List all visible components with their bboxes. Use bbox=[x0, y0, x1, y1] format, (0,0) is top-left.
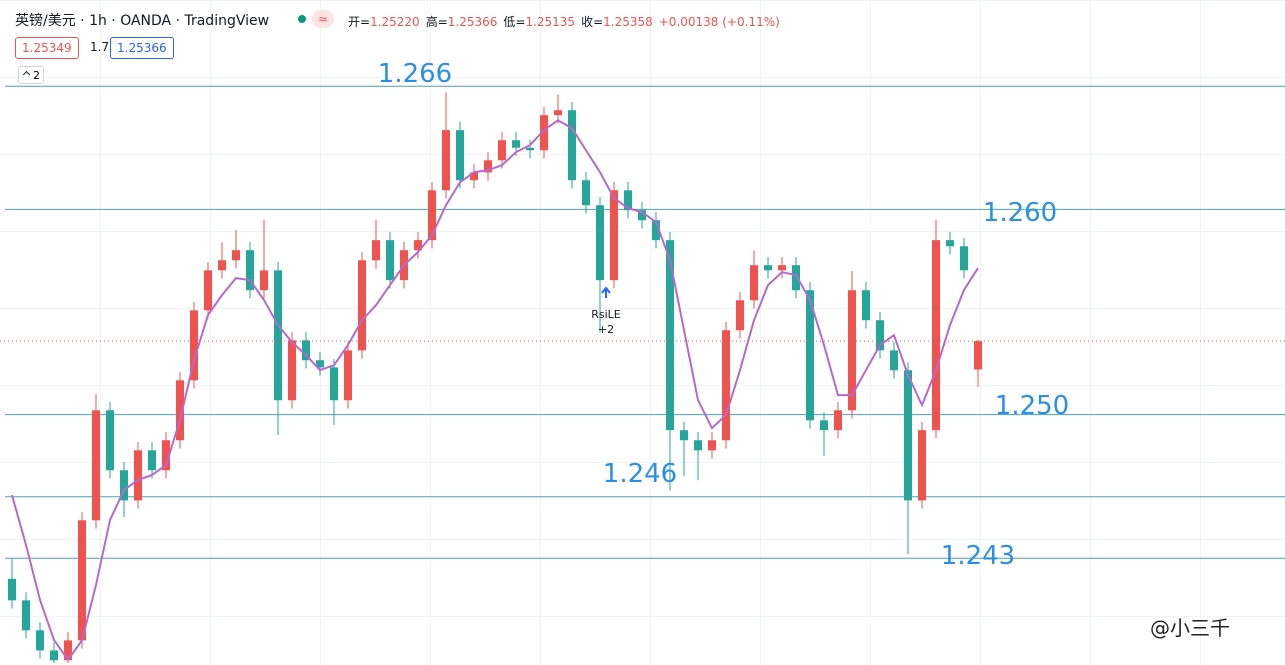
candle-body bbox=[316, 360, 324, 368]
candle-body bbox=[974, 341, 982, 370]
buy-price[interactable]: 1.25366 bbox=[110, 37, 174, 59]
ohlc-value: 1.25358 bbox=[603, 15, 653, 29]
candle-body bbox=[876, 320, 884, 351]
candle-body bbox=[288, 340, 296, 401]
candle-body bbox=[456, 130, 464, 181]
candle-body bbox=[106, 410, 114, 471]
candle-body bbox=[624, 190, 632, 211]
candle-body bbox=[8, 578, 16, 601]
candle-body bbox=[498, 140, 506, 161]
candle-body bbox=[78, 520, 86, 641]
candle-body bbox=[162, 440, 170, 471]
candle-body bbox=[554, 110, 562, 116]
watermark: @小三千 bbox=[1150, 616, 1230, 640]
candle-body bbox=[22, 600, 30, 631]
candle-body bbox=[484, 160, 492, 173]
ohlc-legend: 开=1.25220 高=1.25366 低=1.25135 收=1.25358 +0.0… bbox=[348, 13, 786, 30]
candle-body bbox=[204, 270, 212, 311]
candle-body bbox=[792, 265, 800, 291]
candle-body bbox=[736, 300, 744, 331]
candle-body bbox=[652, 220, 660, 241]
candle-body bbox=[750, 265, 758, 301]
candle-body bbox=[834, 410, 842, 431]
candle-body bbox=[694, 440, 702, 451]
candle-body bbox=[414, 240, 422, 251]
candle-body bbox=[190, 310, 198, 381]
candle-body bbox=[806, 290, 814, 421]
candle-body bbox=[568, 110, 576, 181]
indicator-toggle[interactable]: 2 bbox=[18, 66, 44, 84]
candle-body bbox=[890, 350, 898, 371]
candle-body bbox=[50, 650, 58, 661]
candle-body bbox=[64, 640, 72, 661]
candle-body bbox=[92, 410, 100, 521]
ohlc-value: 1.25366 bbox=[447, 15, 498, 29]
candle-body bbox=[302, 340, 310, 361]
ohlc-label: 低= bbox=[503, 15, 526, 29]
candle-body bbox=[932, 240, 940, 431]
candle-body bbox=[442, 130, 450, 191]
candle-body bbox=[904, 370, 912, 501]
candle-body bbox=[176, 380, 184, 441]
candle-body bbox=[246, 250, 254, 291]
candle-body bbox=[372, 240, 380, 261]
candle-body bbox=[820, 420, 828, 431]
candle-body bbox=[344, 350, 352, 401]
candle-body bbox=[960, 246, 968, 271]
candle-body bbox=[470, 172, 478, 181]
signal-label: +2 bbox=[598, 323, 614, 336]
candle-body bbox=[722, 330, 730, 441]
candle-body bbox=[358, 260, 366, 351]
candle-body bbox=[582, 180, 590, 206]
signal-name: RsiLE bbox=[591, 308, 621, 321]
candle-body bbox=[260, 270, 268, 291]
candle-body bbox=[232, 250, 240, 261]
candle-body bbox=[778, 265, 786, 271]
ohlc-value: 1.25220 bbox=[370, 15, 420, 29]
candle-body bbox=[610, 190, 618, 281]
level-label: 1.243 bbox=[941, 541, 1015, 571]
candle-body bbox=[918, 430, 926, 501]
level-label: 1.260 bbox=[983, 198, 1057, 228]
candle-body bbox=[120, 470, 128, 501]
symbol-title[interactable]: 英镑/美元 · 1h · OANDA · TradingView bbox=[15, 13, 270, 29]
candle-body bbox=[526, 147, 534, 151]
moving-average bbox=[11, 119, 979, 662]
ohlc-label: 收= bbox=[581, 15, 604, 29]
candle-body bbox=[764, 265, 772, 271]
candle-body bbox=[274, 270, 282, 401]
candle-body bbox=[512, 140, 520, 148]
candle-body bbox=[638, 210, 646, 221]
ohlc-label: 高= bbox=[425, 15, 448, 29]
status-dot bbox=[298, 15, 306, 23]
candle-body bbox=[862, 290, 870, 321]
candle-body bbox=[680, 430, 688, 441]
candle-body bbox=[134, 450, 142, 501]
level-label: 1.250 bbox=[995, 391, 1069, 421]
candle-body bbox=[848, 290, 856, 411]
signal-arrow bbox=[601, 286, 611, 298]
level-label: 1.266 bbox=[378, 59, 452, 89]
price-change: +0.00138 (+0.11%) bbox=[658, 15, 780, 29]
sell-price[interactable]: 1.25349 bbox=[15, 37, 79, 59]
candle-body bbox=[428, 190, 436, 241]
candle-body bbox=[36, 630, 44, 651]
candle-body bbox=[330, 367, 338, 401]
ohlc-label: 开= bbox=[348, 15, 371, 29]
candle-body bbox=[666, 240, 674, 431]
candle-body bbox=[946, 240, 954, 247]
market-status[interactable]: ≈ bbox=[312, 10, 334, 28]
candle-body bbox=[386, 240, 394, 281]
candle-body bbox=[540, 115, 548, 151]
candle-body bbox=[596, 205, 604, 281]
level-label: 1.246 bbox=[603, 459, 677, 489]
candle-body bbox=[708, 440, 716, 451]
spread: 1.7 bbox=[84, 37, 116, 57]
ohlc-value: 1.25135 bbox=[525, 15, 576, 29]
candle-body bbox=[218, 260, 226, 271]
candle-body bbox=[148, 450, 156, 471]
